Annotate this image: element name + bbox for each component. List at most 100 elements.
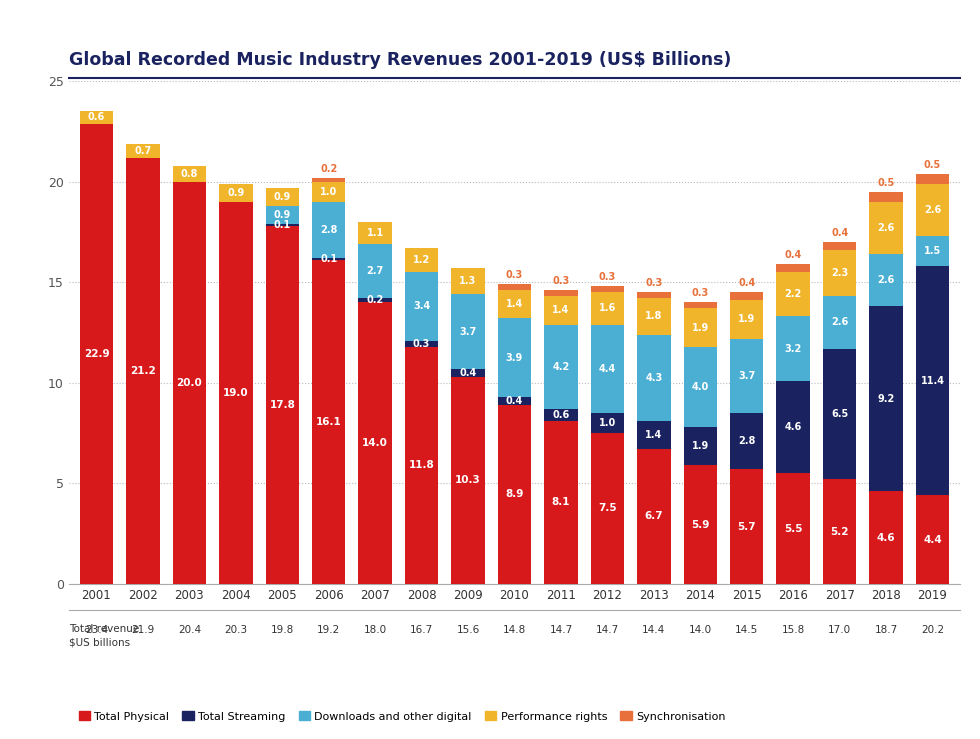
Bar	[637, 293, 670, 299]
Text: 14.5: 14.5	[735, 624, 759, 635]
Bar	[776, 265, 809, 272]
Bar	[637, 299, 670, 335]
Text: 6.7: 6.7	[645, 511, 663, 522]
Bar	[312, 178, 345, 182]
Bar	[730, 338, 763, 413]
Bar	[452, 377, 485, 584]
Bar	[312, 182, 345, 202]
Text: 0.6: 0.6	[553, 410, 569, 420]
Bar	[498, 405, 531, 584]
Text: 3.7: 3.7	[460, 327, 476, 336]
Text: 3.4: 3.4	[413, 302, 430, 311]
Bar	[869, 192, 903, 202]
Text: 1.4: 1.4	[553, 305, 569, 316]
Bar	[776, 381, 809, 473]
Text: 17.0: 17.0	[828, 624, 852, 635]
Text: 16.7: 16.7	[410, 624, 433, 635]
Text: Global Recorded Music Industry Revenues 2001-2019 (US$ Billions): Global Recorded Music Industry Revenues …	[69, 51, 731, 69]
Text: 23.4: 23.4	[85, 624, 108, 635]
Text: 5.9: 5.9	[691, 520, 710, 530]
Bar	[172, 166, 206, 182]
Text: 14.0: 14.0	[689, 624, 711, 635]
Bar	[591, 286, 624, 293]
Bar	[730, 300, 763, 338]
Bar	[915, 266, 950, 495]
Text: 1.3: 1.3	[460, 276, 476, 286]
Bar	[405, 272, 438, 341]
Text: 4.6: 4.6	[877, 533, 896, 542]
Text: 0.4: 0.4	[506, 396, 523, 406]
Bar	[915, 495, 950, 584]
Text: 2.6: 2.6	[924, 205, 941, 215]
Text: 19.2: 19.2	[318, 624, 340, 635]
Text: 5.2: 5.2	[830, 527, 849, 537]
Text: 1.1: 1.1	[367, 228, 384, 238]
Bar	[544, 324, 577, 409]
Text: 21.9: 21.9	[131, 624, 155, 635]
Text: 2.7: 2.7	[367, 266, 384, 276]
Text: 0.3: 0.3	[413, 338, 430, 349]
Text: 0.4: 0.4	[785, 251, 802, 260]
Bar	[684, 427, 717, 466]
Bar	[172, 182, 206, 584]
Text: 0.1: 0.1	[320, 254, 337, 264]
Text: $US billions: $US billions	[69, 637, 129, 647]
Bar	[684, 347, 717, 427]
Text: 0.8: 0.8	[180, 168, 198, 179]
Text: 1.4: 1.4	[506, 299, 523, 310]
Bar	[823, 242, 857, 250]
Bar	[544, 290, 577, 296]
Text: 0.4: 0.4	[831, 228, 849, 238]
Bar	[591, 413, 624, 433]
Text: 17.8: 17.8	[270, 400, 295, 410]
Bar	[730, 413, 763, 469]
Bar	[405, 248, 438, 272]
Text: 1.8: 1.8	[645, 311, 662, 321]
Bar	[312, 260, 345, 584]
Text: 10.3: 10.3	[455, 475, 481, 486]
Bar	[684, 308, 717, 347]
Bar	[312, 202, 345, 258]
Bar	[591, 433, 624, 584]
Text: 0.2: 0.2	[367, 296, 384, 305]
Text: 2.3: 2.3	[831, 268, 849, 279]
Text: 19.8: 19.8	[270, 624, 294, 635]
Text: 8.1: 8.1	[552, 497, 570, 508]
Text: 20.0: 20.0	[176, 378, 202, 388]
Bar	[776, 316, 809, 381]
Text: 4.6: 4.6	[785, 422, 802, 432]
Text: 5.7: 5.7	[737, 522, 756, 531]
Text: 14.7: 14.7	[550, 624, 572, 635]
Bar	[684, 466, 717, 584]
Text: 0.4: 0.4	[738, 279, 756, 288]
Bar	[823, 480, 857, 584]
Text: 2.6: 2.6	[877, 276, 895, 285]
Bar	[591, 293, 624, 324]
Text: 5.5: 5.5	[784, 523, 803, 534]
Text: 15.6: 15.6	[457, 624, 479, 635]
Text: 22.9: 22.9	[83, 349, 110, 358]
Bar	[915, 184, 950, 236]
Bar	[730, 469, 763, 584]
Bar	[823, 296, 857, 349]
Bar	[79, 123, 113, 584]
Bar	[498, 319, 531, 397]
Text: 0.3: 0.3	[692, 288, 709, 299]
Text: 4.3: 4.3	[645, 372, 662, 383]
Text: 1.5: 1.5	[924, 246, 941, 256]
Text: 1.2: 1.2	[413, 255, 430, 265]
Text: 4.4: 4.4	[923, 534, 942, 545]
Bar	[869, 307, 903, 491]
Bar	[869, 491, 903, 584]
Text: 4.4: 4.4	[599, 364, 616, 374]
Text: 0.9: 0.9	[273, 210, 291, 220]
Bar	[359, 299, 392, 302]
Text: 1.9: 1.9	[738, 315, 756, 324]
Text: 0.3: 0.3	[599, 272, 616, 282]
Bar	[220, 184, 253, 202]
Text: 4.0: 4.0	[692, 382, 709, 392]
Text: 1.9: 1.9	[692, 322, 709, 333]
Bar	[498, 397, 531, 405]
Bar	[637, 335, 670, 421]
Text: 0.2: 0.2	[320, 164, 337, 174]
